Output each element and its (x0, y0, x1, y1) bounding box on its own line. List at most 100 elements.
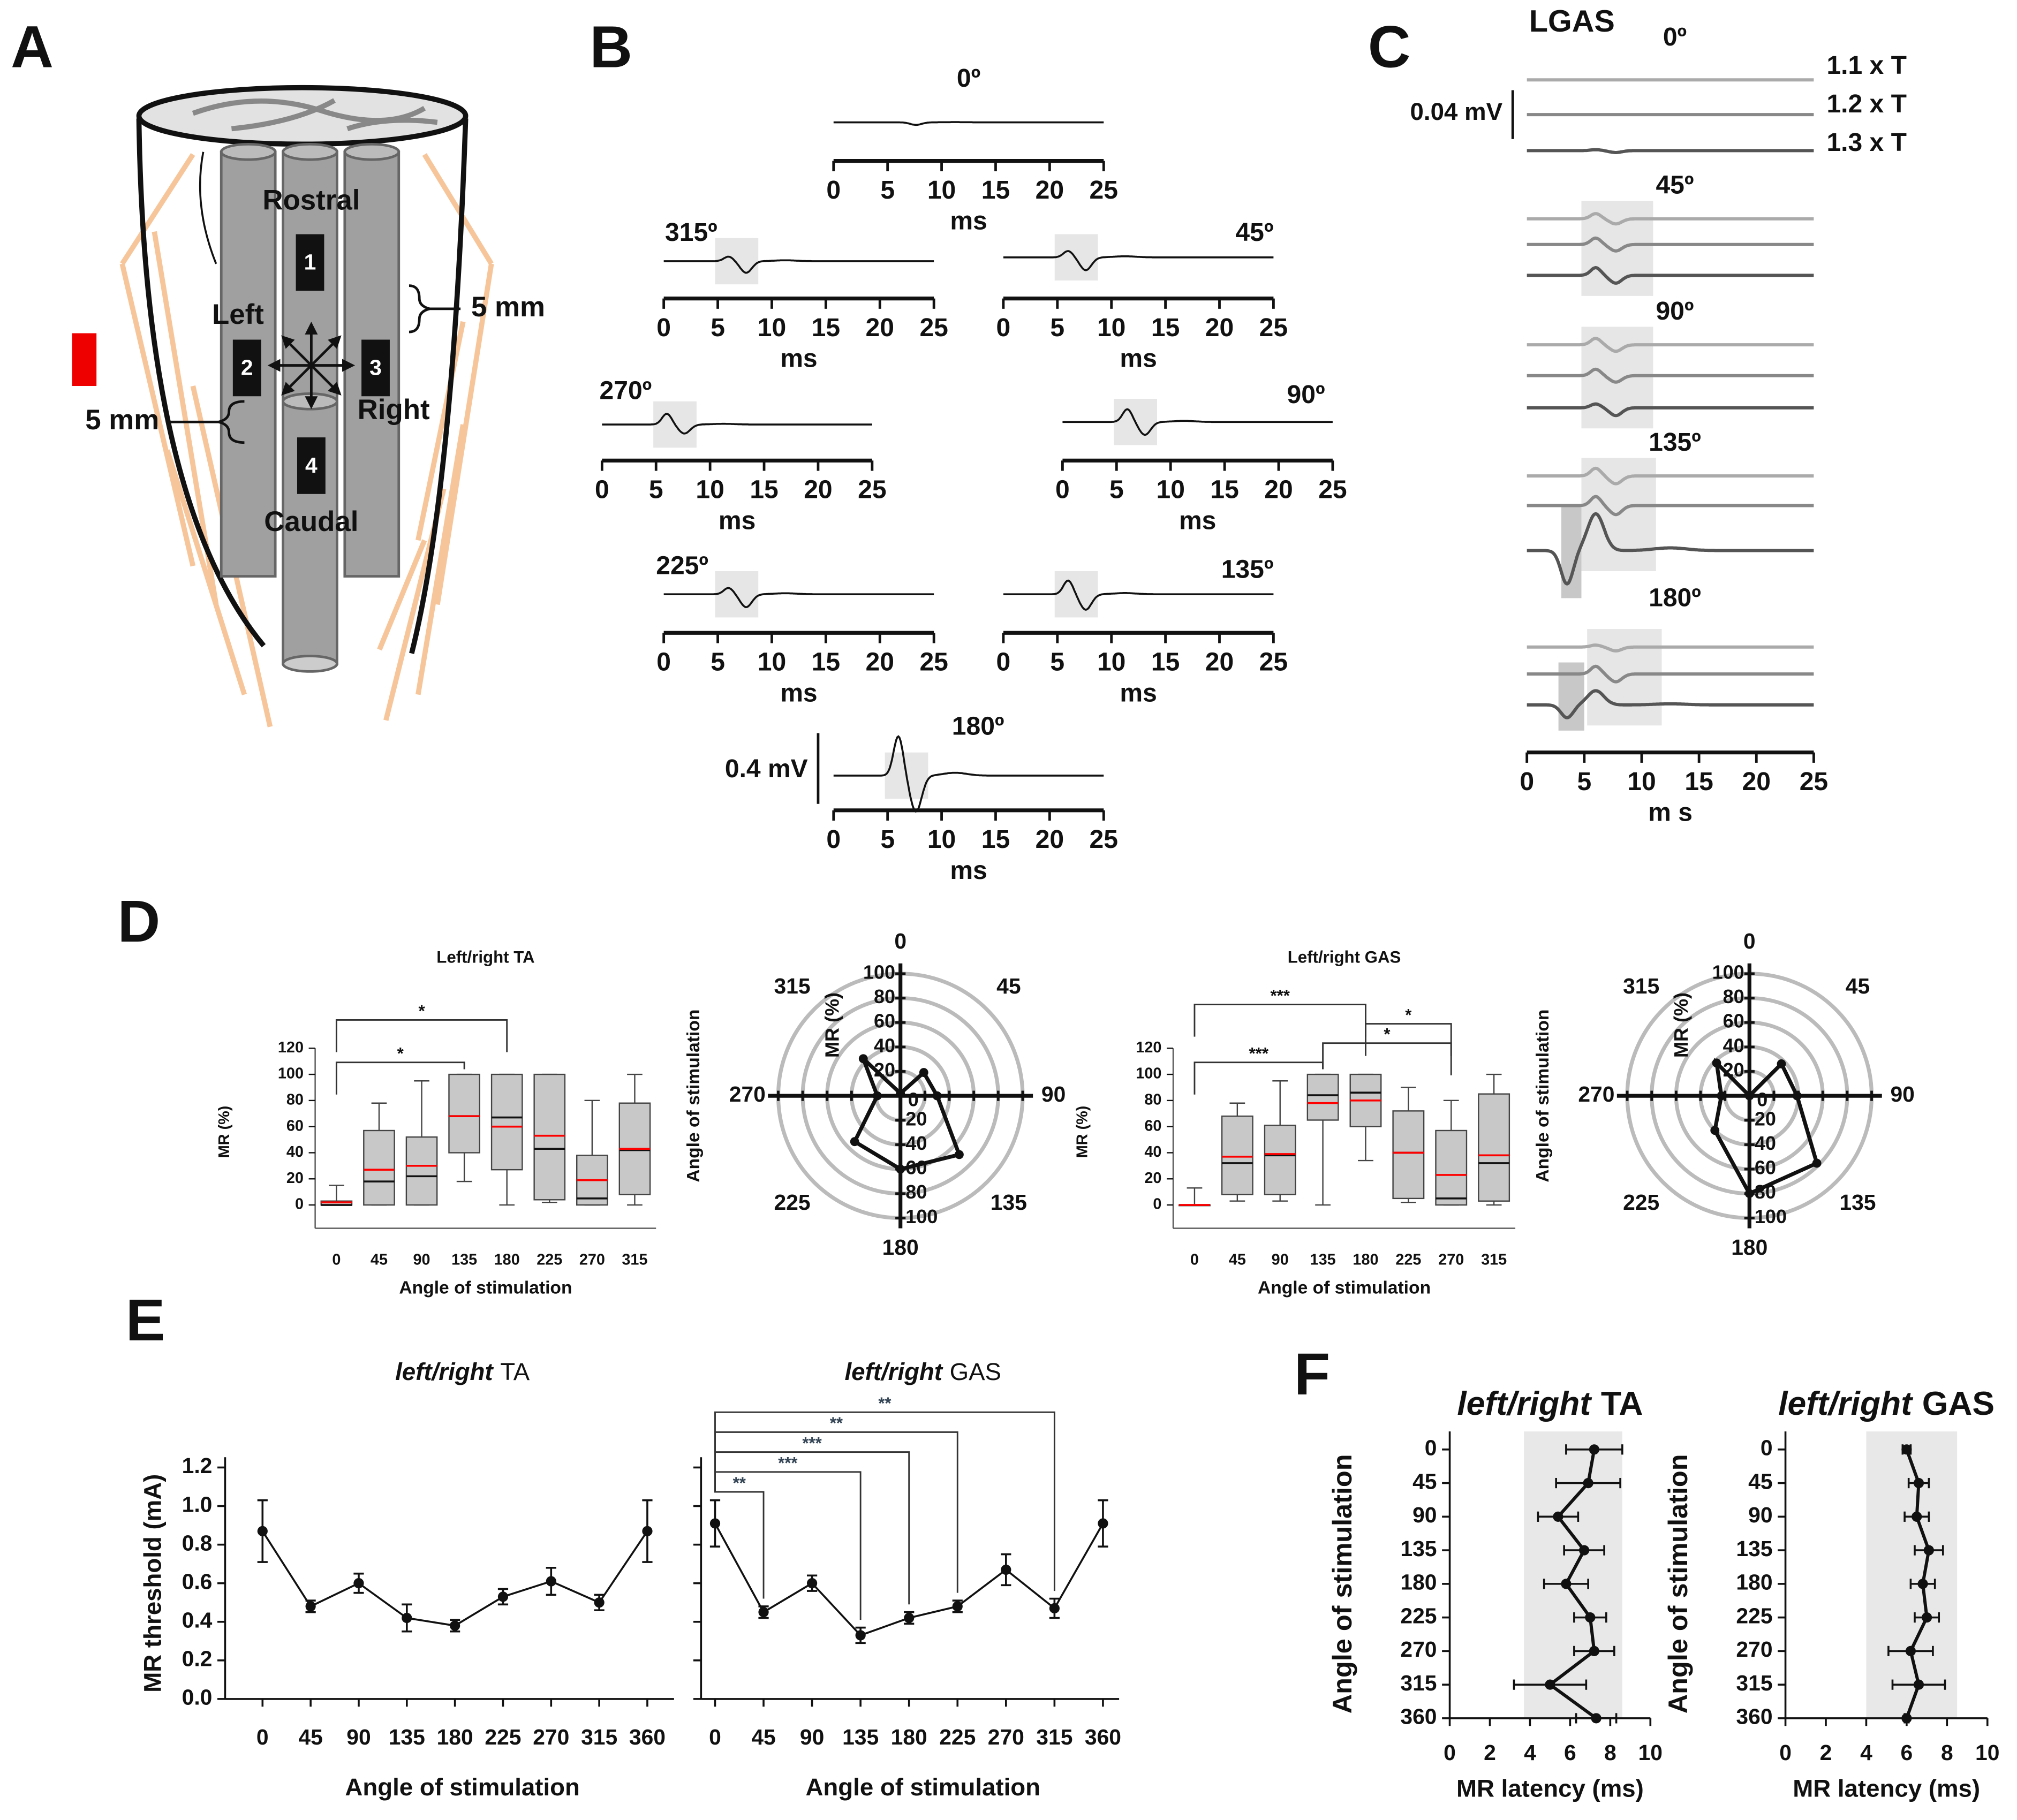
lead-wire (199, 151, 217, 264)
waveform (663, 587, 934, 609)
point (1921, 1612, 1932, 1623)
x-tick-label: 315 (1036, 1725, 1072, 1749)
angle-label: 315º (665, 218, 717, 247)
x-tick-label: 5 (880, 825, 895, 854)
x-tick-label: 180 (1353, 1251, 1378, 1268)
x-tick-label: 5 (1109, 476, 1124, 504)
radar-point (932, 1091, 942, 1101)
title-italic: left/right (1457, 1385, 1592, 1422)
response-window (1581, 327, 1653, 429)
y-tick-label: 1.2 (182, 1453, 213, 1478)
y-tick-label: 0.4 (182, 1608, 213, 1633)
x-axis-label: m s (1648, 799, 1693, 827)
angle-tick-label: 315 (774, 974, 810, 998)
y-tick-label: 80 (1144, 1091, 1161, 1108)
electrode (296, 234, 324, 291)
point (1913, 1477, 1924, 1489)
radial-tick-label: 80 (1723, 985, 1744, 1007)
x-tick-label: 15 (750, 476, 778, 504)
y-tick-label: 120 (278, 1039, 304, 1056)
angle-label: 90º (1287, 381, 1325, 409)
x-axis-label: ms (1179, 506, 1216, 535)
x-tick-label: 10 (1638, 1740, 1663, 1765)
x-tick-label: 5 (1050, 648, 1064, 677)
radar-point (896, 1164, 905, 1174)
radial-tick-label: 80 (874, 985, 895, 1007)
direction-arrows (267, 321, 356, 410)
significance-label: *** (802, 1434, 822, 1452)
x-tick-label: 25 (1318, 476, 1347, 504)
y-tick-label: 180 (1736, 1570, 1772, 1595)
title-italic: left/right (844, 1358, 943, 1385)
x-tick-label: 25 (1259, 314, 1288, 342)
chart-title: left/right TA (1457, 1385, 1643, 1422)
angle-label: 45º (1656, 171, 1694, 199)
radial-tick-label: 100 (863, 961, 895, 983)
significance-label: * (1384, 1025, 1391, 1043)
point (546, 1576, 556, 1587)
point (806, 1578, 818, 1589)
panel-label: C (1368, 14, 1411, 80)
y-tick-label: 120 (1136, 1039, 1161, 1056)
y-tick-label: 0 (1425, 1436, 1437, 1460)
waveform (1527, 643, 1814, 653)
x-tick-label: 90 (1272, 1251, 1289, 1268)
x-tick-label: 20 (866, 314, 894, 342)
point (594, 1597, 605, 1608)
radial-tick-label: 100 (905, 1205, 938, 1227)
waveform (602, 413, 872, 435)
angle-label: 0º (957, 64, 980, 93)
angle-tick-label: 0 (1743, 929, 1756, 953)
radar-point (858, 1054, 868, 1064)
bracket (409, 284, 430, 333)
x-tick-label: 5 (1050, 314, 1064, 342)
chart-title: Left/right TA (436, 947, 534, 966)
box (1306, 1073, 1339, 1121)
x-tick-label: 25 (1090, 176, 1118, 204)
radar-point (919, 1068, 928, 1077)
x-tick-label: 0 (656, 648, 671, 677)
waveform (1003, 579, 1274, 611)
radar-point (1812, 1158, 1822, 1168)
y-tick-label: 270 (1736, 1637, 1772, 1662)
x-tick-label: 135 (1310, 1251, 1336, 1268)
x-tick-label: 315 (581, 1725, 617, 1749)
significance-label: ** (830, 1414, 843, 1432)
x-tick-label: 10 (927, 825, 956, 854)
x-tick-label: 225 (1395, 1251, 1421, 1268)
point (642, 1526, 653, 1536)
point (952, 1601, 963, 1612)
angle-tick-label: 0 (894, 929, 906, 953)
y-tick-label: 40 (286, 1143, 304, 1161)
x-tick-label: 180 (437, 1725, 473, 1749)
x-tick-label: 20 (1264, 476, 1293, 504)
significance-label: *** (778, 1454, 798, 1473)
significance-label: * (418, 1002, 425, 1020)
title-text: TA (500, 1358, 530, 1385)
x-tick-label: 315 (1481, 1251, 1507, 1268)
angle-label: 225º (656, 551, 708, 580)
x-tick-label: 5 (1577, 768, 1591, 796)
x-axis-label: ms (1120, 679, 1157, 707)
x-tick-label: 20 (1036, 176, 1064, 204)
waveform (1003, 250, 1274, 271)
intensity-label: 1.2 x T (1826, 90, 1907, 118)
radial-tick-label: 40 (905, 1132, 927, 1154)
y-tick-label: 60 (1144, 1117, 1161, 1134)
x-axis-label: ms (950, 856, 987, 885)
y-tick-label: 315 (1736, 1671, 1772, 1695)
radial-tick-label: 60 (1755, 1157, 1776, 1179)
x-tick-label: 2 (1820, 1740, 1832, 1765)
waveform (1527, 148, 1814, 154)
x-tick-label: 5 (711, 648, 725, 677)
y-tick-label: 1.0 (182, 1492, 213, 1516)
box (363, 1129, 395, 1206)
y-tick-label: 80 (286, 1091, 304, 1108)
x-tick-label: 0 (595, 476, 609, 504)
y-tick-label: 20 (1144, 1170, 1161, 1187)
diagram-label: Left (212, 299, 264, 330)
x-axis-label: Angle of stimulation (345, 1773, 580, 1801)
point (709, 1518, 721, 1529)
x-tick-label: 45 (751, 1725, 775, 1749)
point (1905, 1645, 1916, 1657)
